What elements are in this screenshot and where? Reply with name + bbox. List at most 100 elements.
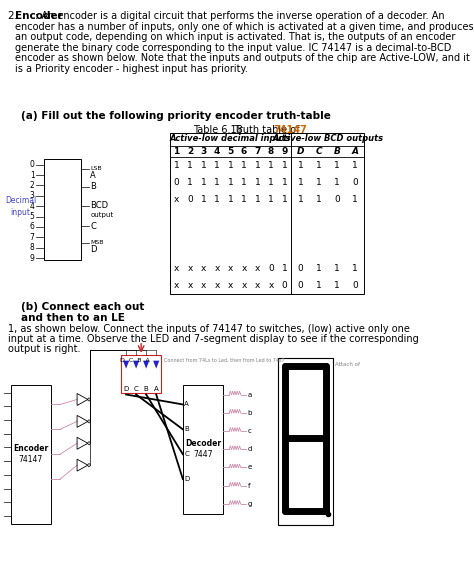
Text: 9: 9	[30, 254, 35, 263]
Text: encoder as shown below. Note that the inputs and outputs of the chip are Active-: encoder as shown below. Note that the in…	[15, 53, 470, 63]
Text: 6: 6	[241, 147, 247, 156]
Text: generate the binary code corresponding to the input value. IC 74147 is a decimal: generate the binary code corresponding t…	[15, 43, 452, 52]
Text: Encoder: Encoder	[13, 444, 48, 453]
Text: 0: 0	[282, 281, 287, 290]
Text: 4: 4	[30, 202, 35, 210]
Text: 1: 1	[298, 195, 303, 204]
Text: 1: 1	[241, 161, 247, 170]
Text: b: b	[248, 410, 252, 416]
Text: A: A	[352, 147, 359, 156]
Polygon shape	[123, 361, 129, 368]
Text: Decoder: Decoder	[185, 439, 221, 448]
Text: x: x	[214, 281, 219, 290]
Text: 1: 1	[268, 178, 274, 187]
Text: x: x	[174, 195, 179, 204]
Text: 1: 1	[334, 264, 340, 273]
Text: 1: 1	[316, 161, 321, 170]
Text: 1: 1	[268, 161, 274, 170]
Text: 2: 2	[187, 147, 193, 156]
Text: 2.: 2.	[8, 11, 18, 22]
Text: B: B	[334, 147, 340, 156]
Text: Truth table of: Truth table of	[228, 125, 303, 135]
Text: B: B	[90, 182, 96, 191]
Text: 1: 1	[30, 170, 35, 180]
Text: 0: 0	[334, 195, 340, 204]
Text: 1: 1	[316, 178, 321, 187]
Text: 1: 1	[187, 161, 193, 170]
Text: and then to an LE: and then to an LE	[21, 313, 125, 323]
Text: 1: 1	[316, 281, 321, 290]
Text: C: C	[90, 222, 96, 231]
Text: 74147: 74147	[273, 125, 307, 135]
Text: Encoder: Encoder	[15, 11, 63, 22]
Text: 0: 0	[298, 281, 303, 290]
Text: C: C	[134, 385, 138, 392]
Text: 1: 1	[255, 195, 260, 204]
Text: D: D	[184, 476, 190, 482]
Text: 0: 0	[352, 178, 358, 187]
Text: 1: 1	[282, 178, 287, 187]
Text: x: x	[228, 281, 233, 290]
Text: 0: 0	[268, 264, 274, 273]
Text: 1: 1	[173, 161, 179, 170]
Bar	[10, 385, 51, 524]
Text: x: x	[241, 264, 247, 273]
Text: f: f	[248, 483, 250, 489]
Text: 1: 1	[201, 195, 206, 204]
Text: 8: 8	[30, 243, 35, 252]
Text: x: x	[201, 281, 206, 290]
Text: 1: 1	[173, 147, 180, 156]
Text: encoder has a number of inputs, only one of which is activated at a given time, : encoder has a number of inputs, only one…	[15, 22, 474, 32]
Text: (b) Connect each out: (b) Connect each out	[21, 302, 144, 312]
Text: x: x	[174, 281, 179, 290]
Text: D: D	[123, 385, 129, 392]
Polygon shape	[153, 361, 159, 368]
Text: 1: 1	[187, 178, 193, 187]
Text: 1: 1	[334, 161, 340, 170]
Text: 0: 0	[30, 160, 35, 169]
Text: 2: 2	[30, 181, 35, 190]
Text: B: B	[144, 385, 148, 392]
Text: 1: 1	[255, 178, 260, 187]
Text: A: A	[90, 171, 96, 180]
Text: 9: 9	[282, 147, 288, 156]
Text: 1: 1	[201, 161, 206, 170]
Text: 0: 0	[187, 195, 193, 204]
Text: 1: 1	[255, 161, 260, 170]
Text: 3: 3	[30, 191, 35, 201]
Text: a: a	[248, 392, 252, 398]
Bar	[278, 358, 333, 525]
Text: 1: 1	[228, 178, 233, 187]
Text: Decimal
input: Decimal input	[5, 196, 36, 217]
Text: 1: 1	[316, 195, 321, 204]
Text: BCD: BCD	[90, 201, 109, 210]
Text: 7: 7	[255, 147, 261, 156]
Text: 0: 0	[173, 178, 179, 187]
Text: 1: 1	[298, 178, 303, 187]
Text: Attach of: Attach of	[335, 361, 360, 367]
Text: 5: 5	[30, 212, 35, 221]
Text: A: A	[154, 385, 159, 392]
Text: 1: 1	[298, 161, 303, 170]
Text: Connect from 74Ls to Led, then from Led to 74s7: Connect from 74Ls to Led, then from Led …	[164, 358, 284, 363]
Text: 8: 8	[268, 147, 274, 156]
Text: 1: 1	[214, 161, 220, 170]
Text: 1: 1	[228, 161, 233, 170]
Text: 1: 1	[282, 264, 287, 273]
Bar	[183, 385, 223, 514]
Text: 1: 1	[316, 264, 321, 273]
Text: 1: 1	[268, 195, 274, 204]
Bar	[44, 159, 81, 260]
Text: Active-low decimal inputs: Active-low decimal inputs	[170, 134, 292, 143]
Text: D: D	[297, 147, 304, 156]
Text: MSB: MSB	[90, 240, 104, 245]
Text: x: x	[228, 264, 233, 273]
Text: 4: 4	[214, 147, 220, 156]
Text: : An encoder is a digital circuit that performs the inverse operation of a decod: : An encoder is a digital circuit that p…	[35, 11, 445, 22]
Text: e: e	[248, 465, 252, 470]
Text: x: x	[187, 281, 192, 290]
Text: 1: 1	[214, 195, 220, 204]
Text: 1: 1	[241, 195, 247, 204]
Text: d: d	[248, 446, 252, 452]
Text: output: output	[90, 212, 113, 219]
